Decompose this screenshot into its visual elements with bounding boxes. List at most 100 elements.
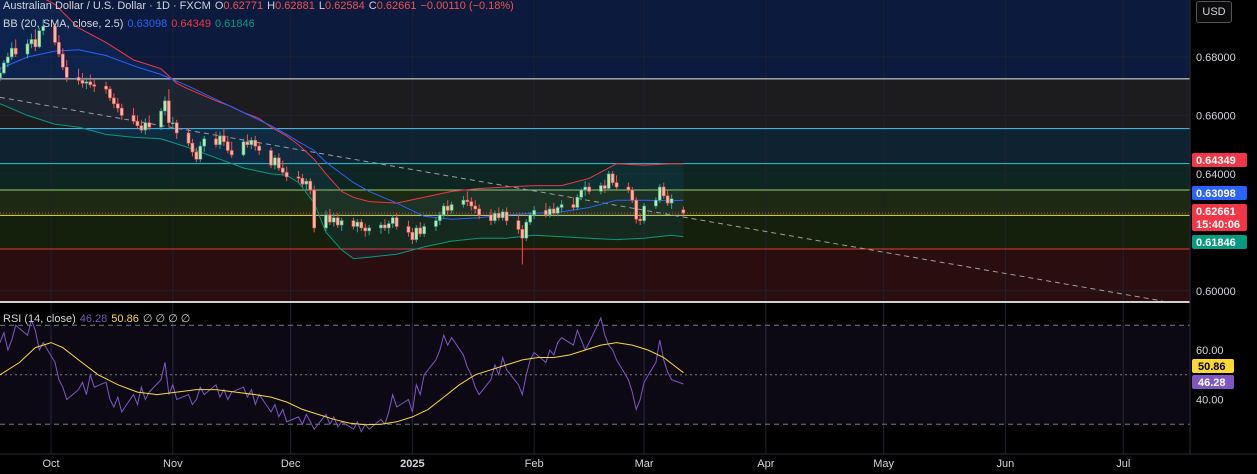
candle-body-54 [296,176,301,179]
trendline[interactable] [0,96,1163,302]
candle-body-119 [654,199,658,207]
rsi-tick-label-1: 40.00 [1196,395,1224,407]
high-value: 0.62881 [275,0,315,12]
candle-body-62 [335,217,340,226]
rsi-tag-rsi: 46.28 [1192,375,1234,389]
low-label: L [318,0,325,12]
currency-button[interactable]: USD [1196,1,1232,23]
candle-body-61 [332,217,336,223]
downtrend-line[interactable] [0,96,1163,302]
candle-body-70 [383,224,387,229]
candle-body-105 [575,196,580,208]
price-tag-bg-upper [1192,153,1247,167]
candle-body-101 [551,208,556,214]
price-tag-label-price: 0.62661 [1196,206,1236,218]
candle-body-20 [108,88,112,99]
candle-body-85 [465,199,470,202]
bb-lower-line[interactable] [0,103,684,260]
candle-body-41 [222,135,226,143]
candle-body-12 [61,53,65,68]
candle-body-75 [410,232,415,240]
zone-6 [0,248,1190,301]
price-tag-upper: 0.64349 [1192,153,1247,167]
candle-body-88 [477,208,481,216]
zone-0 [0,0,1190,79]
candle-body-59 [324,214,328,229]
candle-body-48 [257,145,262,151]
time-axis[interactable]: Oct Nov Dec 2025 Feb Mar Apr May Jun Jul [0,453,1257,474]
candle-body-10 [53,26,57,43]
candle-body-17 [88,81,93,86]
time-tick-label-8: Jun [997,458,1015,470]
rsi-extra-values: ∅ ∅ ∅ ∅ [142,313,191,325]
pane-separator[interactable] [0,301,1257,303]
candle-body-19 [104,85,108,90]
candle-body-35 [190,142,195,153]
price-tag-label-basis: 0.63098 [1196,188,1236,200]
candle-body-123 [669,198,674,204]
candle-body-4 [13,47,18,55]
time-tick-label-1: Nov [163,458,183,470]
candle-body-55 [300,177,305,185]
candle-body-76 [414,227,419,240]
candle-body-98 [532,210,536,216]
candles [0,18,686,265]
price-tick-label-0: 0.68000 [1196,52,1236,64]
close-value: 0.62661 [376,0,417,12]
candle-body-100 [548,208,552,216]
candle-body-118 [642,205,646,221]
rsi-legend[interactable]: RSI (14, close) 46.28 50.86 ∅ ∅ ∅ ∅ [3,313,194,326]
change-value: −0.00110 (−0.18%) [420,0,514,12]
candle-body-0 [0,72,2,79]
candle-body-102 [555,207,560,214]
candle-body-96 [524,221,529,239]
candle-body-110 [603,185,607,189]
low-value: 0.62584 [325,0,365,12]
candle-body-124 [681,209,686,214]
candle-body-65 [355,221,360,227]
candle-body-8 [37,30,42,48]
price-tag-bg-price [1192,204,1247,231]
candle-body-44 [241,141,246,156]
time-tick-label-3: 2025 [400,458,424,470]
bb-basis-line[interactable] [0,49,684,220]
candle-body-56 [304,180,309,185]
bb-label[interactable]: BB (20, SMA, close, 2.5) [3,18,124,30]
bb-upper-line[interactable] [0,0,684,204]
candle-body-63 [339,220,344,226]
rsi-ma-value: 50.86 [111,313,139,325]
price-tick-label-2: 0.64000 [1196,169,1236,181]
symbol-title[interactable]: Australian Dollar / U.S. Dollar · 1D · F… [3,0,211,12]
rsi-tag-label-rsi: 46.28 [1198,377,1226,389]
time-tick-label-0: Oct [42,458,59,470]
open-value: 0.62771 [223,0,264,12]
rsi-label[interactable]: RSI (14, close) [3,313,76,325]
zone-5 [0,215,1190,249]
rsi-line[interactable] [0,316,684,433]
candle-body-32 [171,122,175,125]
bb-fill [0,0,684,259]
high-label: H [267,0,276,12]
symbol-legend[interactable]: Australian Dollar / U.S. Dollar · 1D · F… [3,0,518,13]
candle-body-113 [614,182,619,188]
candle-body-30 [163,100,167,112]
candle-body-24 [131,115,136,122]
candle-body-86 [469,201,474,207]
price-tag-label-upper: 0.64349 [1196,155,1236,167]
rsi-tag-rsi-ma: 50.86 [1192,359,1234,373]
time-tick-label-6: Apr [757,458,774,470]
candle-body-83 [449,204,454,211]
candle-body-109 [599,185,603,192]
candle-body-103 [559,204,564,208]
candle-body-23 [119,107,124,116]
rsi-ma-line[interactable] [0,342,684,426]
candle-body-64 [351,220,356,227]
candle-body-14 [76,77,81,81]
candle-body-67 [363,227,368,232]
bb-legend[interactable]: BB (20, SMA, close, 2.5) 0.63098 0.64349 0.… [3,18,259,31]
candle-body-2 [6,56,10,64]
candle-body-89 [489,214,493,221]
grid-lines [0,0,1190,454]
